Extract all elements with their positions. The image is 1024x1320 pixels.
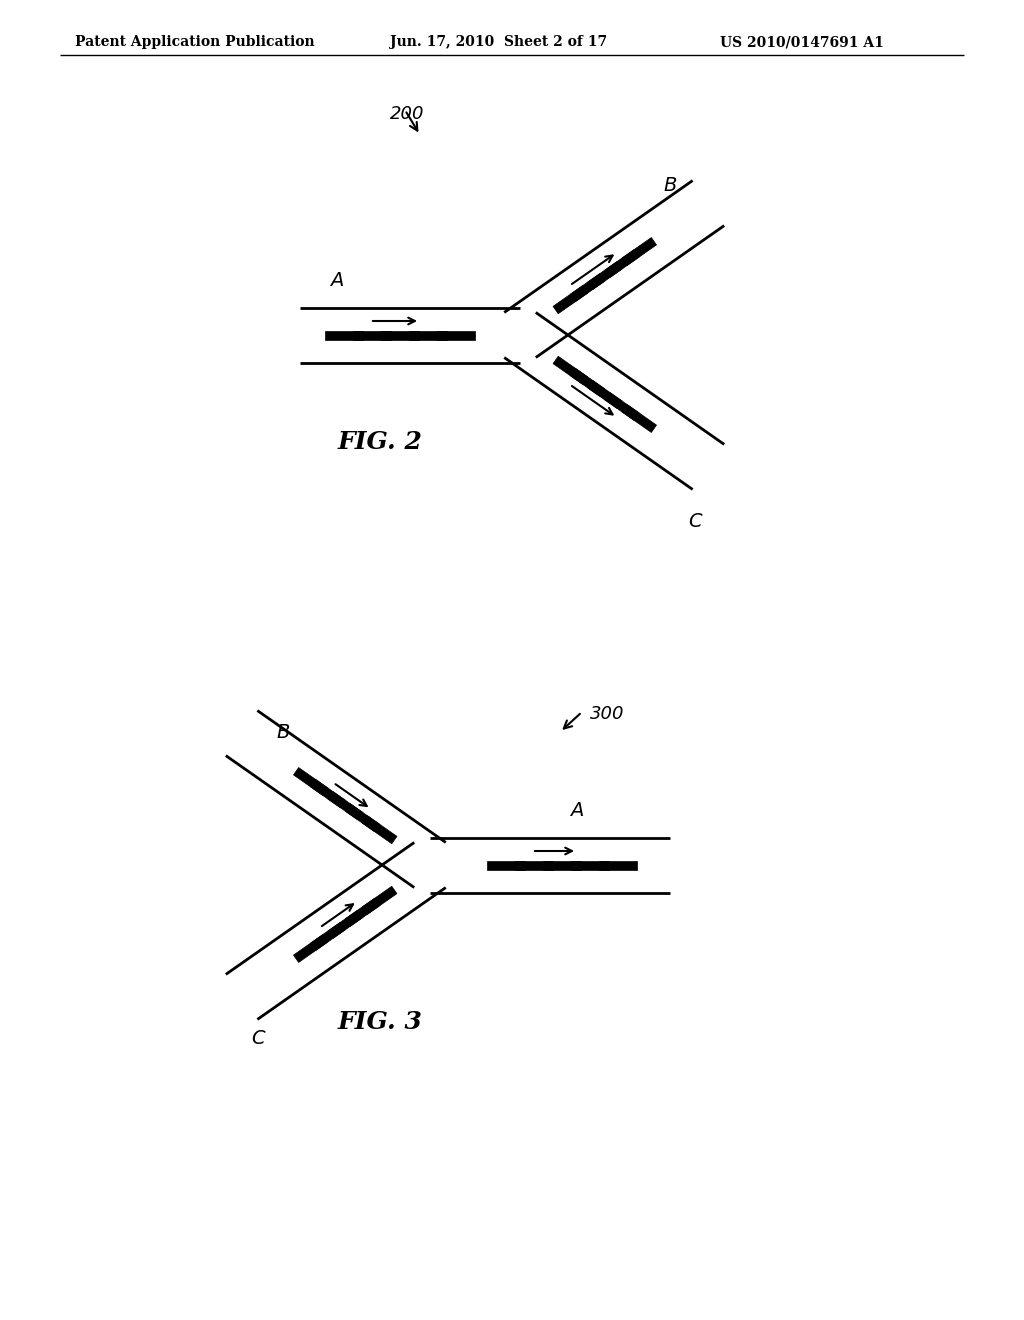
Polygon shape xyxy=(604,249,639,277)
Text: Jun. 17, 2010  Sheet 2 of 17: Jun. 17, 2010 Sheet 2 of 17 xyxy=(390,36,607,49)
Polygon shape xyxy=(570,273,605,302)
Text: FIG. 3: FIG. 3 xyxy=(338,1010,423,1034)
Polygon shape xyxy=(362,886,397,915)
Polygon shape xyxy=(570,368,605,396)
Polygon shape xyxy=(599,861,637,870)
Polygon shape xyxy=(622,238,656,265)
Text: FIG. 2: FIG. 2 xyxy=(338,430,423,454)
Polygon shape xyxy=(328,792,362,820)
Polygon shape xyxy=(345,899,380,927)
Polygon shape xyxy=(409,330,447,339)
Polygon shape xyxy=(487,861,525,870)
Text: 200: 200 xyxy=(390,106,425,123)
Polygon shape xyxy=(294,935,328,962)
Text: B: B xyxy=(276,723,290,742)
Polygon shape xyxy=(553,285,588,314)
Polygon shape xyxy=(571,861,609,870)
Polygon shape xyxy=(325,330,362,339)
Polygon shape xyxy=(381,330,419,339)
Text: B: B xyxy=(664,176,677,195)
Text: Patent Application Publication: Patent Application Publication xyxy=(75,36,314,49)
Polygon shape xyxy=(604,392,639,421)
Polygon shape xyxy=(553,356,588,384)
Polygon shape xyxy=(328,911,362,939)
Polygon shape xyxy=(310,780,345,808)
Polygon shape xyxy=(362,816,397,843)
Text: A: A xyxy=(570,800,584,820)
Polygon shape xyxy=(437,330,475,339)
Polygon shape xyxy=(353,330,391,339)
Text: C: C xyxy=(688,512,702,532)
Polygon shape xyxy=(310,923,345,950)
Polygon shape xyxy=(515,861,553,870)
Text: C: C xyxy=(252,1030,265,1048)
Polygon shape xyxy=(345,804,380,832)
Polygon shape xyxy=(543,861,581,870)
Polygon shape xyxy=(294,767,328,796)
Text: A: A xyxy=(330,271,343,289)
Polygon shape xyxy=(588,261,623,289)
Text: 300: 300 xyxy=(590,705,625,723)
Polygon shape xyxy=(588,380,623,408)
Text: US 2010/0147691 A1: US 2010/0147691 A1 xyxy=(720,36,884,49)
Polygon shape xyxy=(622,404,656,433)
